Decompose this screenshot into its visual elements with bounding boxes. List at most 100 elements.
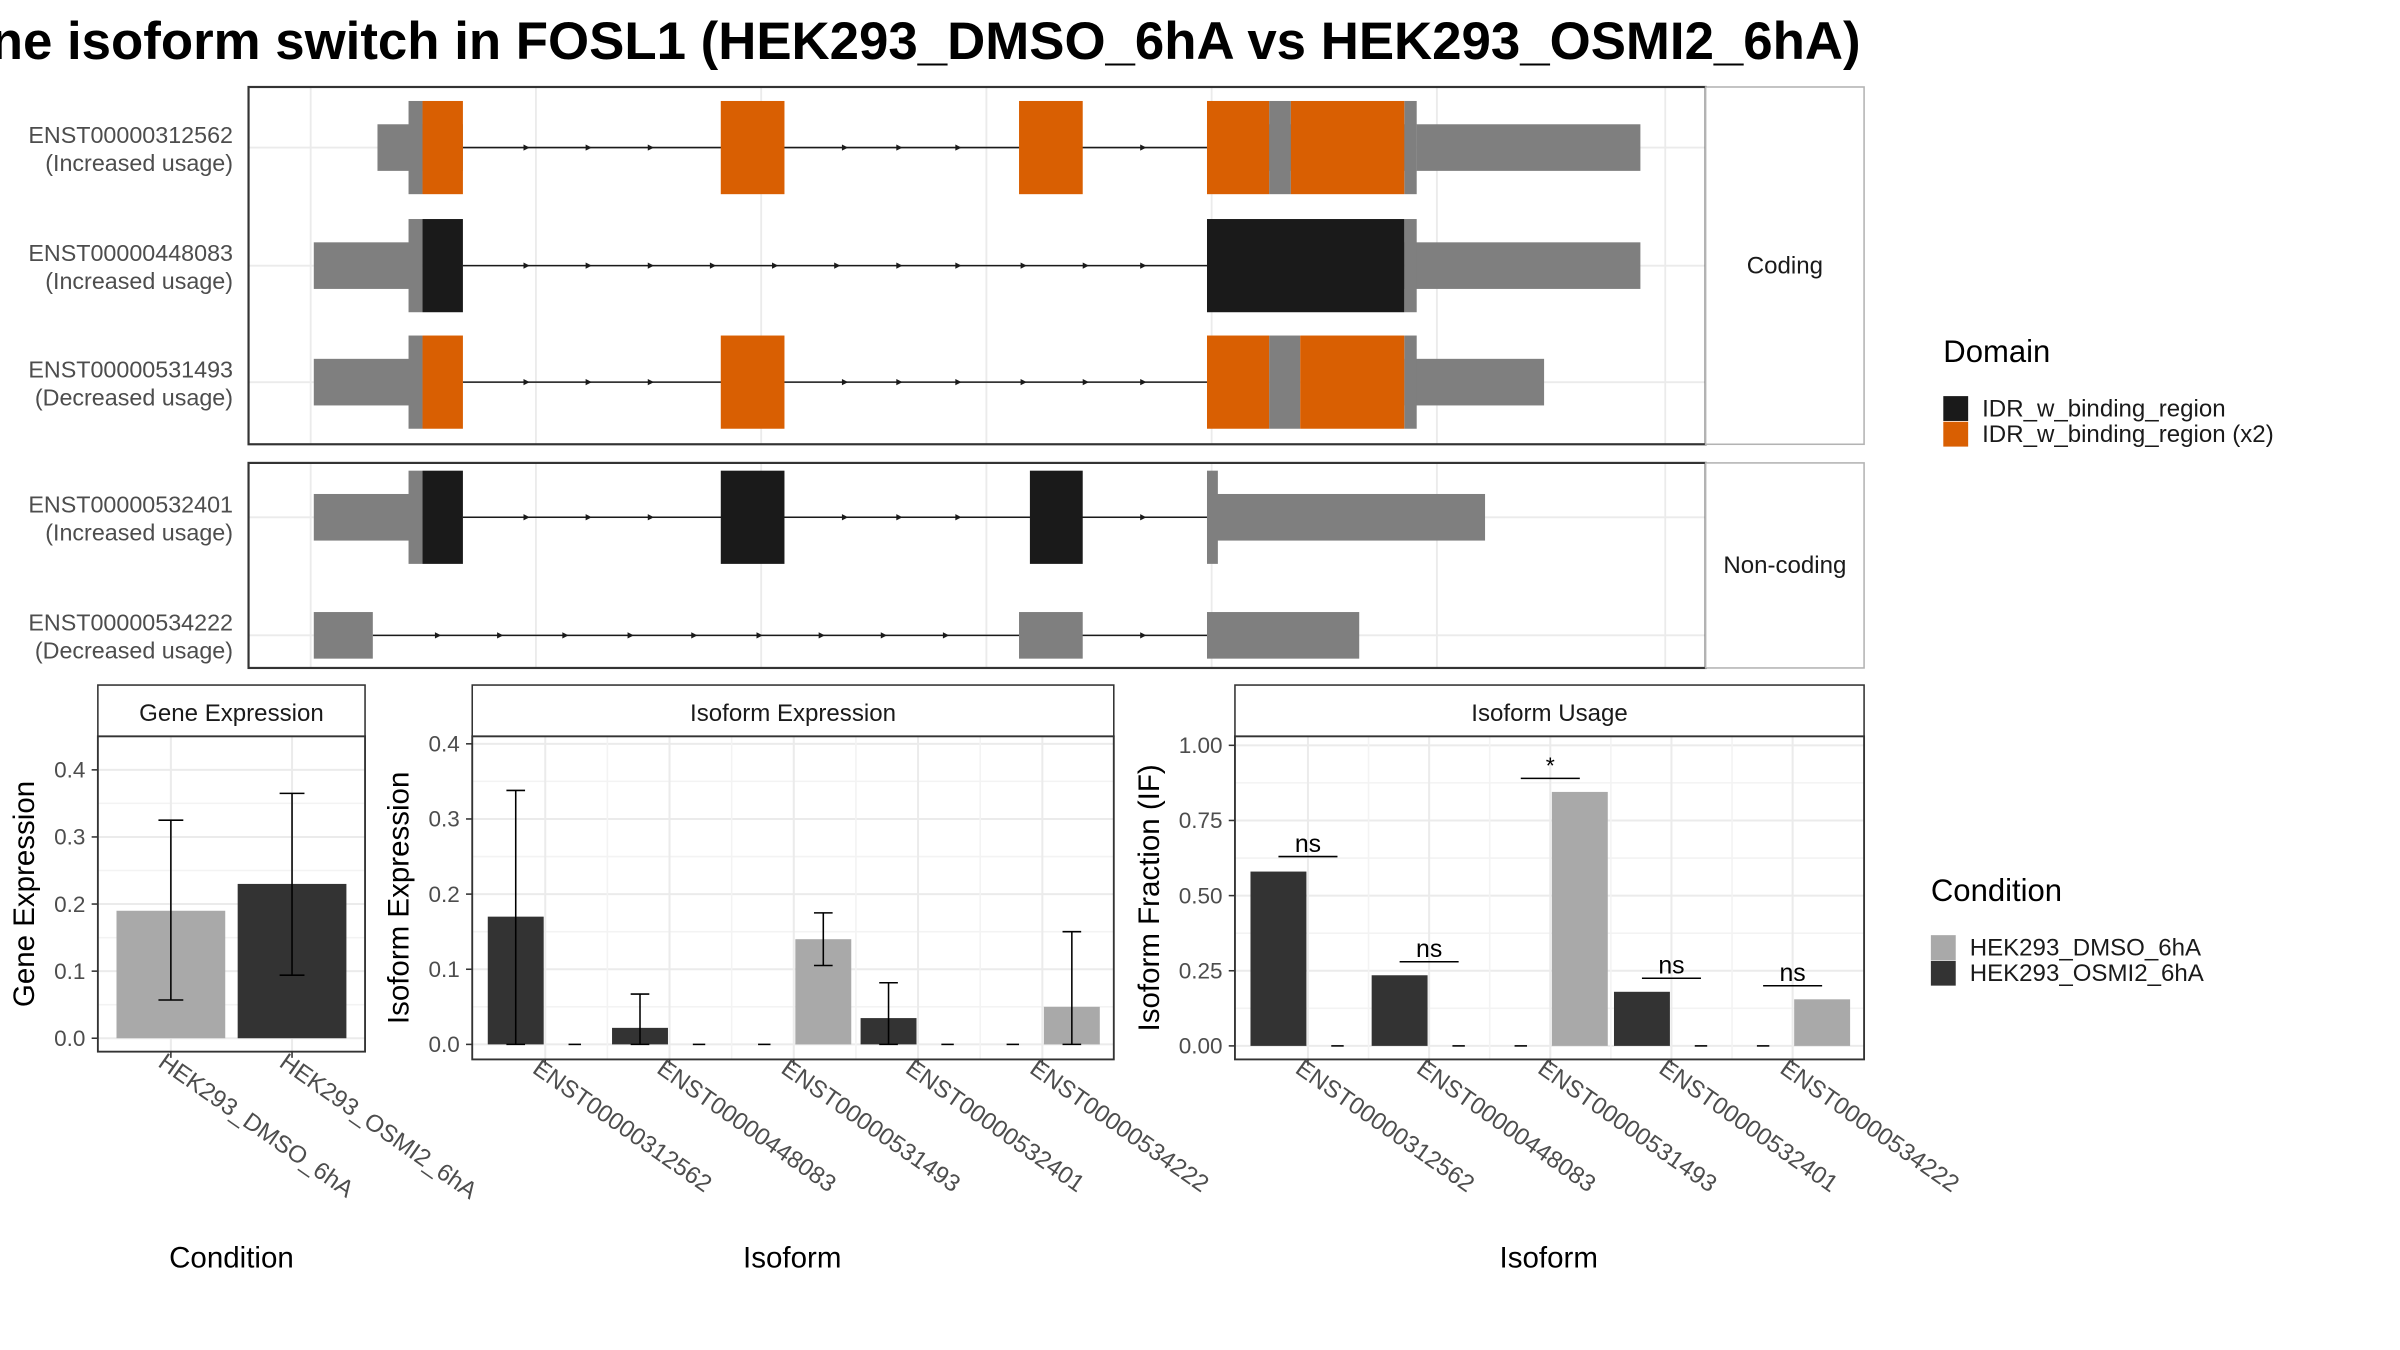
domain-legend: Domain IDR_w_binding_regionIDR_w_binding_… [1943,334,2274,448]
strand-arrow-icon [1140,262,1147,269]
facet-strip [1704,86,1865,446]
strand-arrow-icon [955,144,962,151]
y-tick-label: 0.3 [428,807,459,832]
domain-block [1029,470,1083,564]
strand-arrow-icon [585,514,592,521]
bar [1794,999,1851,1046]
strand-arrow-icon [1140,514,1147,521]
bar-chart-panels: Gene Expression 0.0 0.1 0.2 0.3 0.4 HEK293_DMS… [8,684,1964,1275]
transcript-usage-label: (Increased usage) [45,520,233,546]
cds-exon [1404,100,1417,195]
transcript-structure-panel: CodingNon-codingENST00000312562(Increase… [28,85,1865,670]
transcript-usage-label: (Increased usage) [45,150,233,176]
transcript-row: ENST00000534222(Decreased usage) [28,610,1360,664]
domain-block [1206,219,1405,313]
cds-exon [408,335,423,429]
strand-arrow-icon [647,379,654,386]
transcript-row: ENST00000312562(Increased usage) [28,100,1641,195]
significance-label: ns [1658,953,1684,980]
utr-exon [1206,612,1360,659]
x-axis-label: Condition [169,1242,294,1275]
domain-block [422,470,463,564]
y-tick-label: 0.00 [1179,1034,1223,1059]
strand-arrow-icon [523,514,530,521]
domain-block [1019,100,1083,195]
strand-arrow-icon [1082,262,1089,269]
utr-exon [1404,242,1641,289]
x-tick-label: HEK293_OSMI2_6hA [275,1048,482,1204]
y-tick-label: 0.1 [428,957,459,982]
transcript-id-label: ENST00000532401 [28,492,233,518]
cds-exon [408,219,423,313]
domain-block [720,470,785,564]
utr-exon [1416,124,1641,171]
transcript-id-label: ENST00000534222 [28,610,233,636]
utr-exon [313,612,373,659]
legend-item-label: IDR_w_binding_region (x2) [1982,421,2274,448]
y-tick-label: 0.3 [54,825,85,850]
utr-exon [1019,612,1083,659]
utr-exon [1404,358,1545,406]
legend-title: Domain [1943,334,2050,369]
strand-arrow-icon [1140,632,1147,639]
transcript-usage-label: (Decreased usage) [35,638,233,664]
strand-arrow-icon [585,262,592,269]
strand-arrow-icon [942,632,950,639]
strand-arrow-icon [772,262,779,269]
strand-arrow-icon [896,379,903,386]
legends: Domain IDR_w_binding_regionIDR_w_binding_… [1930,334,2274,987]
strand-arrow-icon [955,514,962,521]
strand-arrow-icon [691,632,698,639]
facet-strip [1704,462,1865,669]
utr-exon [313,358,423,406]
domain-block [422,219,463,313]
legend-swatch [1930,935,1956,961]
strand-arrow-icon [497,632,504,639]
strand-arrow-icon [585,144,592,151]
y-axis-label: Isoform Fraction (IF) [1133,764,1166,1031]
domain-block [720,100,785,195]
strand-arrow-icon [523,379,530,386]
transcript-row: ENST00000532401(Increased usage) [28,470,1486,564]
domain-block [1290,100,1405,195]
cds-exon [408,470,423,564]
strand-arrow-icon [647,144,654,151]
transcript-id-label: ENST00000448083 [28,240,233,266]
legend-item-label: HEK293_DMSO_6hA [1970,934,2201,961]
chart-title: Isoform Expression [690,700,896,727]
strand-arrow-icon [955,262,962,269]
strand-arrow-icon [834,262,841,269]
y-tick-label: 0.0 [428,1032,459,1057]
domain-block [422,335,463,429]
strand-arrow-icon [1140,144,1147,151]
x-axis-label: Isoform [743,1242,841,1275]
significance-label: ns [1295,831,1321,858]
y-tick-label: 0.1 [54,959,85,984]
y-tick-label: 0.75 [1179,808,1223,833]
y-tick-label: 0.4 [54,758,85,783]
strand-arrow-icon [1082,379,1089,386]
legend-swatch [1943,396,1969,421]
cds-exon [1404,219,1417,313]
legend-item-label: HEK293_OSMI2_6hA [1970,960,2204,987]
bar [1551,791,1608,1046]
cds-exon [1269,100,1291,195]
y-tick-label: 0.50 [1179,883,1223,908]
figure-title: ne isoform switch in FOSL1 (HEK293_DMSO_… [0,12,1861,71]
significance-label: * [1546,753,1555,779]
plot-border [1234,735,1866,1061]
y-tick-label: 0.0 [54,1026,85,1051]
strand-arrow-icon [1020,262,1027,269]
strand-arrow-icon [1020,379,1027,386]
utr-exon [313,493,423,541]
legend-title: Condition [1931,873,2062,908]
strand-arrow-icon [841,144,849,151]
cds-exon [1206,470,1218,564]
strand-arrow-icon [756,632,763,639]
strand-arrow-icon [434,632,442,639]
chart-title: Gene Expression [139,700,324,727]
strand-arrow-icon [896,514,903,521]
strand-arrow-icon [841,379,849,386]
